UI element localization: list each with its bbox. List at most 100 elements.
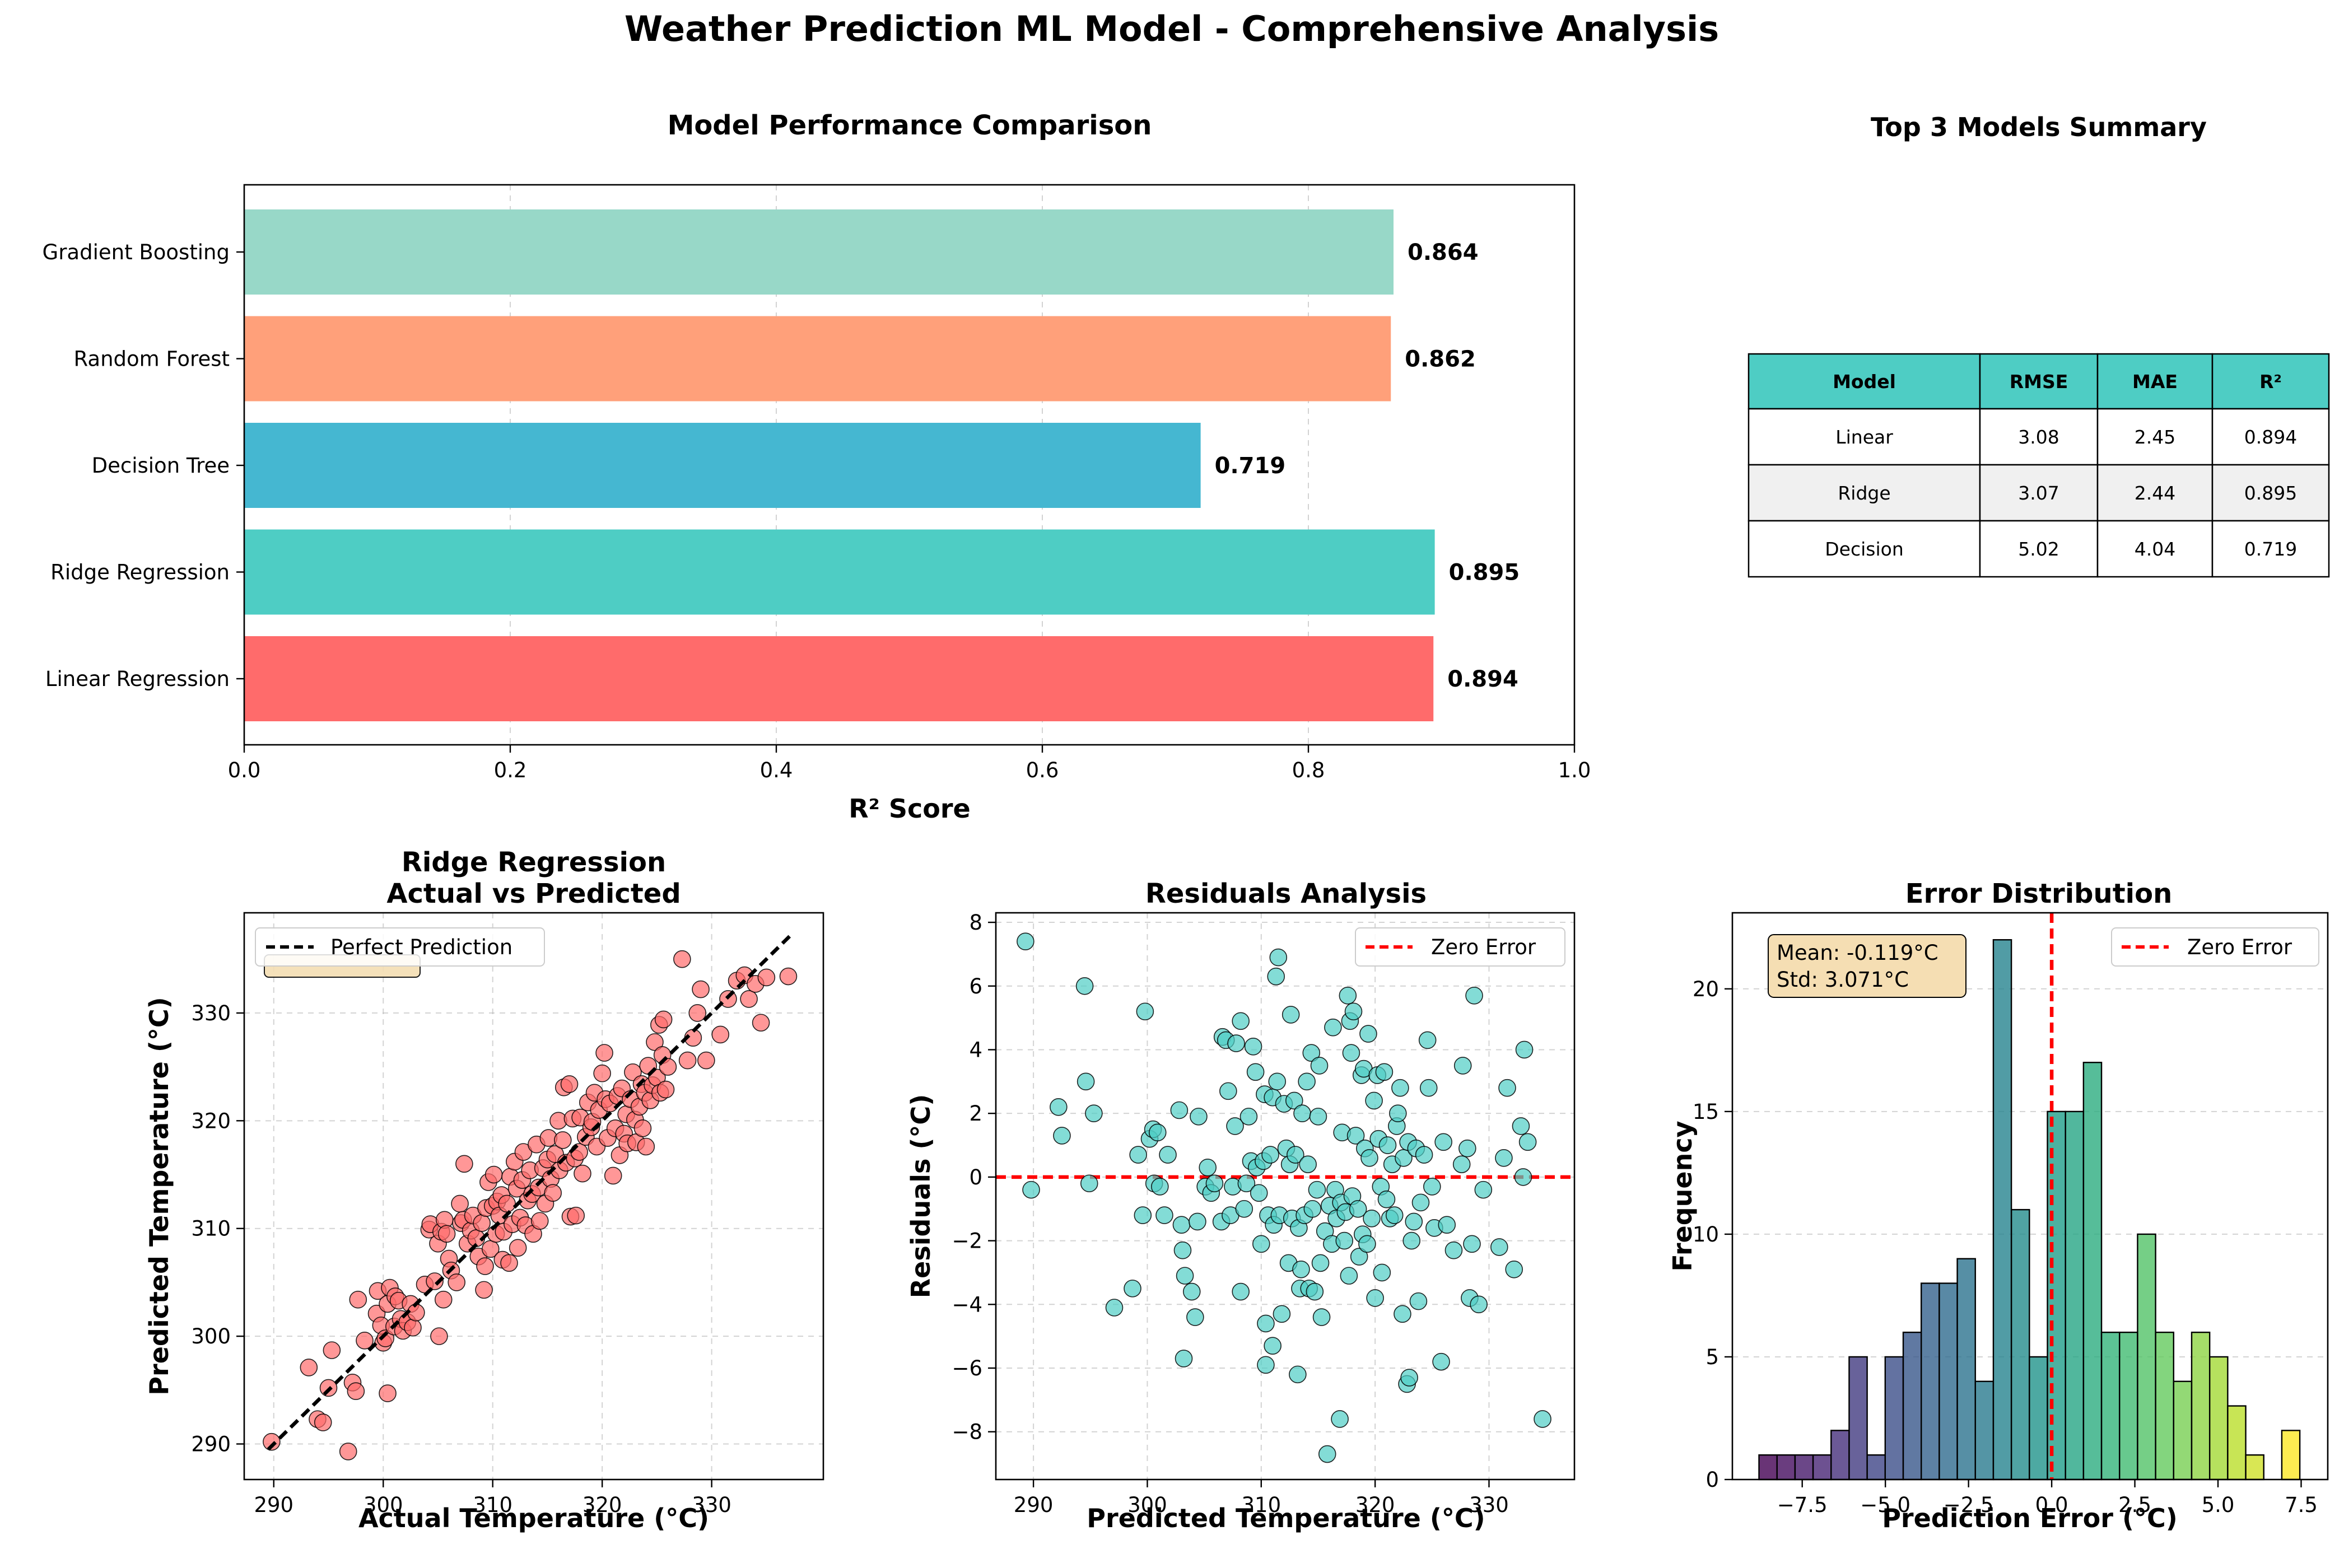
x-tick-label: 330 bbox=[1469, 1493, 1509, 1517]
x-tick-label: 310 bbox=[1241, 1493, 1281, 1517]
data-point bbox=[654, 1010, 673, 1029]
data-point bbox=[1136, 1002, 1154, 1021]
performance-chart-title: Model Performance Comparison bbox=[668, 110, 1152, 141]
table-cell-value: 0.719 bbox=[2244, 538, 2297, 560]
y-tick-label: −6 bbox=[952, 1356, 982, 1380]
data-point bbox=[1363, 1209, 1381, 1228]
histogram-bar bbox=[2082, 1062, 2103, 1481]
data-point bbox=[263, 1432, 281, 1451]
data-point bbox=[646, 1033, 664, 1051]
data-point bbox=[1261, 1146, 1279, 1164]
histogram-x-tick-label: 2.5 bbox=[2118, 1493, 2151, 1517]
data-point bbox=[1190, 1108, 1208, 1126]
data-point bbox=[1303, 1200, 1322, 1218]
table-cell-value: 2.45 bbox=[2135, 426, 2175, 448]
histogram-bar bbox=[2137, 1233, 2156, 1481]
data-point bbox=[1518, 1133, 1537, 1151]
histogram-bar bbox=[2173, 1380, 2193, 1481]
data-point bbox=[1244, 1037, 1262, 1056]
histogram-x-tick-label: 5.0 bbox=[2202, 1493, 2235, 1517]
histogram-frame bbox=[1731, 912, 2329, 1481]
data-point bbox=[1053, 1127, 1071, 1145]
actual-vs-predicted-title-line2: Actual vs Predicted bbox=[386, 878, 681, 909]
x-tick-label: 300 bbox=[364, 1493, 403, 1517]
table-cell bbox=[2211, 520, 2330, 578]
perfect-prediction-dashed-line bbox=[267, 933, 793, 1451]
data-point bbox=[604, 1166, 622, 1185]
model-performance-chart: Model Performance Comparison 0.8940.8950… bbox=[43, 110, 1591, 824]
performance-x-tick-label: 0.2 bbox=[494, 758, 527, 782]
data-point bbox=[1411, 1193, 1430, 1212]
y-tick-label: 290 bbox=[191, 1432, 231, 1457]
data-point bbox=[1129, 1146, 1147, 1164]
data-point bbox=[1378, 1136, 1397, 1154]
data-point bbox=[570, 1143, 588, 1161]
data-point bbox=[1419, 1079, 1438, 1097]
histogram-bar bbox=[2065, 1110, 2085, 1481]
data-point bbox=[1310, 1057, 1329, 1075]
data-point bbox=[300, 1359, 318, 1376]
top-models-table: Top 3 Models Summary Model RMSE MAE R² Linea… bbox=[1747, 112, 2330, 578]
actual-vs-predicted-gridlines bbox=[244, 913, 823, 1480]
error-distribution-title: Error Distribution bbox=[1905, 878, 2173, 909]
x-tick-label: 320 bbox=[1355, 1493, 1395, 1517]
data-point bbox=[633, 1119, 652, 1137]
data-point bbox=[1252, 1235, 1270, 1253]
stats-std: Std: 3.071°C bbox=[1777, 968, 1909, 992]
data-point bbox=[407, 1303, 425, 1322]
data-point bbox=[1172, 1216, 1191, 1234]
table-header-cell bbox=[2211, 353, 2330, 410]
x-tick-label: 310 bbox=[473, 1493, 512, 1517]
data-point bbox=[1358, 1235, 1376, 1253]
data-point bbox=[1105, 1299, 1124, 1317]
data-point bbox=[1318, 1445, 1336, 1463]
data-point bbox=[1324, 1018, 1342, 1037]
data-point bbox=[1463, 1235, 1481, 1253]
performance-bar-value: 0.894 bbox=[1447, 666, 1518, 692]
performance-category-label: Linear Regression bbox=[45, 667, 230, 691]
y-tick-label: 330 bbox=[191, 1001, 231, 1025]
data-point bbox=[323, 1341, 341, 1359]
data-point bbox=[1498, 1079, 1516, 1097]
performance-x-tick-label: 0.4 bbox=[760, 758, 793, 782]
histogram-bar bbox=[2227, 1405, 2247, 1481]
table-cell bbox=[1979, 408, 2099, 466]
data-point bbox=[1257, 1314, 1275, 1333]
data-point bbox=[1389, 1104, 1407, 1122]
summary-table: Model RMSE MAE R² Linear 3.08 2.45 0.894 Ridge 3.… bbox=[1747, 353, 2330, 578]
table-cell bbox=[2096, 464, 2213, 522]
data-point bbox=[697, 1051, 715, 1070]
data-point bbox=[1085, 1104, 1103, 1122]
data-point bbox=[1405, 1212, 1423, 1231]
data-point bbox=[1444, 1241, 1463, 1259]
histogram-x-tick-label: 0.0 bbox=[2035, 1493, 2068, 1517]
x-tick-label: 320 bbox=[582, 1493, 622, 1517]
data-point bbox=[574, 1164, 591, 1183]
histogram-bar bbox=[2208, 1356, 2229, 1481]
performance-bar bbox=[244, 529, 1435, 615]
data-point bbox=[1495, 1149, 1513, 1167]
performance-bar bbox=[244, 316, 1391, 402]
data-point bbox=[1505, 1260, 1523, 1278]
data-point bbox=[1434, 1133, 1452, 1151]
data-point bbox=[475, 1281, 493, 1299]
performance-x-ticks: 0.0 0.2 0.4 0.6 0.8 1.0 bbox=[228, 745, 1591, 782]
residuals-title: Residuals Analysis bbox=[1145, 878, 1427, 909]
y-tick-label: −8 bbox=[952, 1420, 982, 1444]
data-point bbox=[692, 980, 710, 998]
table-cell bbox=[2096, 520, 2213, 578]
histogram-y-tick-label: 0 bbox=[1705, 1468, 1719, 1492]
data-point bbox=[1514, 1168, 1532, 1186]
y-tick-label: 0 bbox=[969, 1165, 982, 1189]
table-cell-value: 0.894 bbox=[2244, 426, 2297, 448]
performance-bar bbox=[244, 423, 1201, 508]
y-tick-label: 300 bbox=[191, 1324, 231, 1348]
data-point bbox=[1205, 1174, 1224, 1193]
data-point bbox=[1470, 1295, 1488, 1314]
data-point bbox=[434, 1290, 453, 1309]
y-tick-label: 6 bbox=[969, 974, 982, 998]
data-point bbox=[1075, 977, 1094, 995]
residuals-x-label: Predicted Temperature (°C) bbox=[1087, 1503, 1485, 1533]
data-point bbox=[1159, 1146, 1177, 1164]
stats-mean: Mean: -0.119°C bbox=[1777, 941, 1938, 965]
